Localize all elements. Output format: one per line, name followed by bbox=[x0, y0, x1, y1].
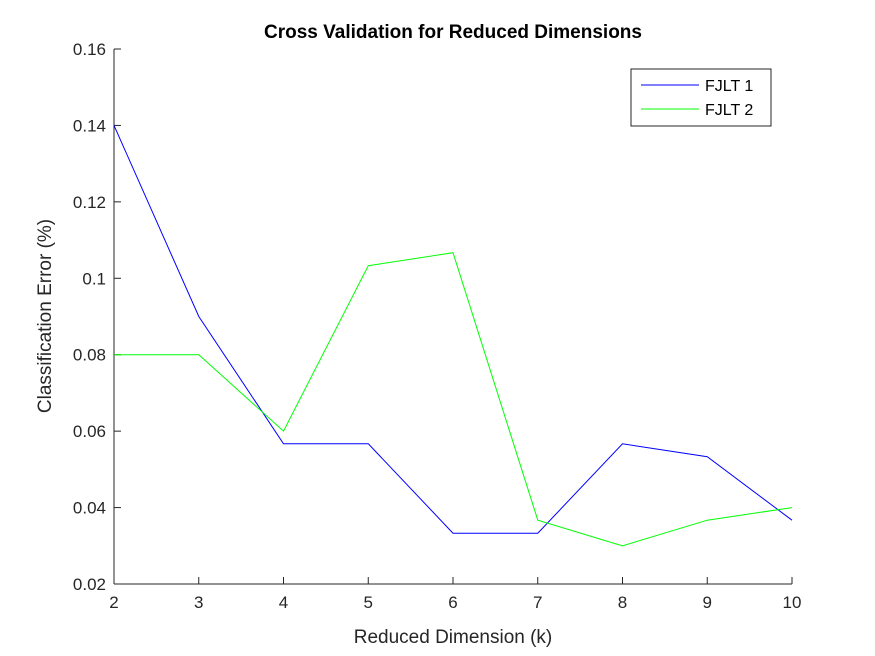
x-ticks: 2 3 4 5 6 7 8 9 10 bbox=[109, 577, 801, 612]
y-ticks: 0.02 0.04 0.06 0.08 0.1 0.12 0.14 0.16 bbox=[73, 40, 121, 594]
x-tick-label: 4 bbox=[279, 593, 288, 612]
chart-title: Cross Validation for Reduced Dimensions bbox=[264, 22, 642, 43]
y-tick-label: 0.04 bbox=[73, 499, 106, 518]
x-tick-label: 9 bbox=[703, 593, 712, 612]
x-tick-label: 8 bbox=[618, 593, 627, 612]
legend-label-2: FJLT 2 bbox=[705, 102, 753, 119]
plot-area bbox=[113, 49, 792, 585]
series-lines bbox=[113, 125, 793, 547]
y-axis-label: Classification Error (%) bbox=[35, 219, 56, 413]
y-tick-label: 0.12 bbox=[73, 193, 106, 212]
y-tick-label: 0.08 bbox=[73, 346, 106, 365]
x-tick-label: 6 bbox=[448, 593, 457, 612]
y-tick-label: 0.02 bbox=[73, 575, 106, 594]
x-tick-label: 7 bbox=[533, 593, 542, 612]
legend-box bbox=[630, 68, 772, 127]
legend-label-1: FJLT 1 bbox=[705, 78, 753, 95]
y-tick-label: 0.06 bbox=[73, 422, 106, 441]
series-line-2 bbox=[114, 252, 793, 547]
x-axis-label: Reduced Dimension (k) bbox=[354, 627, 553, 648]
x-tick-label: 5 bbox=[364, 593, 373, 612]
x-tick-label: 3 bbox=[194, 593, 203, 612]
series-line-1 bbox=[113, 125, 793, 534]
legend: FJLT 1 FJLT 2 bbox=[630, 68, 772, 127]
y-tick-label: 0.16 bbox=[73, 40, 106, 59]
x-tick-label: 2 bbox=[109, 593, 118, 612]
x-tick-label: 10 bbox=[783, 593, 802, 612]
y-tick-label: 0.14 bbox=[73, 116, 106, 135]
y-tick-label: 0.1 bbox=[82, 269, 106, 288]
